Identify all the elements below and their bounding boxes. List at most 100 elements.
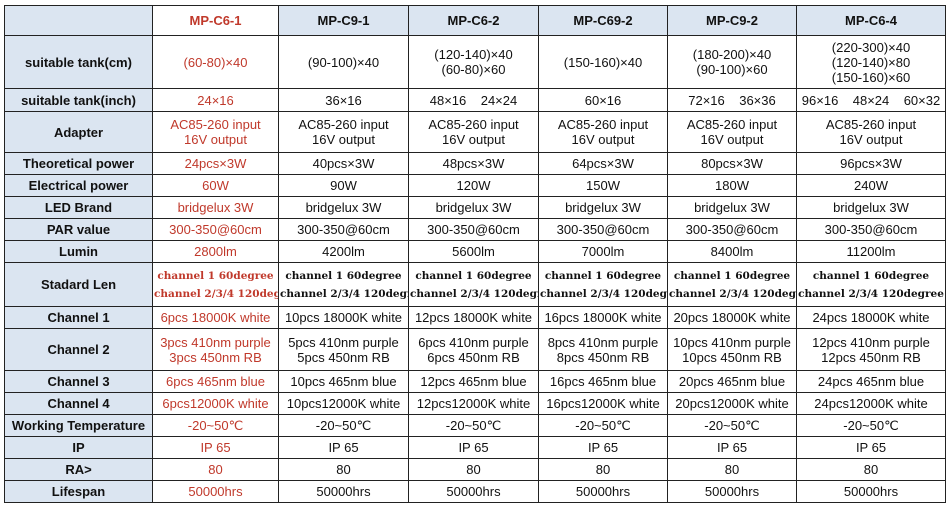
cell: 50000hrs [538,480,668,503]
cell: 20pcs 18000K white [667,306,797,329]
table-row: Theoretical power 24pcs×3W 40pcs×3W 48pcs×3… [4,152,946,175]
table-row: Adapter AC85-260 input 16V output AC85-260… [4,111,946,153]
row-label: Electrical power [4,174,153,197]
cell: 50000hrs [667,480,797,503]
cell: (120-140)×40 (60-80)×60 [408,35,539,89]
column-header: MP-C6-4 [796,5,946,36]
row-label: Channel 3 [4,370,153,393]
cell: 150W [538,174,668,197]
cell: 48pcs×3W [408,152,539,175]
cell: -20~50℃ [278,414,409,437]
cell: 10pcs 410nm purple 10pcs 450nm RB [667,328,797,371]
cell: 7000lm [538,240,668,263]
cell: 5600lm [408,240,539,263]
cell: 50000hrs [152,480,279,503]
cell: 80 [796,458,946,481]
cell: 12pcs 18000K white [408,306,539,329]
row-label: suitable tank(inch) [4,88,153,112]
cell: channel 1 60degree channel 2/3/4 120degr… [538,262,668,307]
cell: 24pcs 18000K white [796,306,946,329]
cell: bridgelux 3W [278,196,409,219]
cell: 11200lm [796,240,946,263]
row-label: Channel 4 [4,392,153,415]
table-row: Stadard Len channel 1 60degree channel 2/… [4,262,946,307]
column-header: MP-C6-1 [152,5,279,36]
cell: 300-350@60cm [278,218,409,241]
table-row: Channel 4 6pcs12000K white 10pcs12000K whi… [4,392,946,415]
row-label: Adapter [4,111,153,153]
column-header: MP-C9-1 [278,5,409,36]
cell: (220-300)×40 (120-140)×80 (150-160)×60 [796,35,946,89]
table-row: LED Brand bridgelux 3W bridgelux 3W bridgel… [4,196,946,219]
cell: 80 [152,458,279,481]
cell: channel 1 60degree channel 2/3/4 120degr… [152,262,279,307]
row-label: Lifespan [4,480,153,503]
cell: 80 [538,458,668,481]
cell: IP 65 [408,436,539,459]
cell: 64pcs×3W [538,152,668,175]
cell: (150-160)×40 [538,35,668,89]
table-row: Channel 2 3pcs 410nm purple 3pcs 450nm RB… [4,328,946,371]
cell: 50000hrs [278,480,409,503]
cell: 40pcs×3W [278,152,409,175]
cell: 80 [278,458,409,481]
cell: -20~50℃ [408,414,539,437]
cell: AC85-260 input 16V output [278,111,409,153]
cell: 6pcs12000K white [152,392,279,415]
cell: 50000hrs [796,480,946,503]
table-row: IP IP 65 IP 65 IP 65 IP 65 IP 65 IP 65 [4,436,946,459]
row-label: Stadard Len [4,262,153,307]
row-label: Theoretical power [4,152,153,175]
row-label: Lumin [4,240,153,263]
cell: 4200lm [278,240,409,263]
cell: 24pcs 465nm blue [796,370,946,393]
cell: 90W [278,174,409,197]
cell: 16pcs 465nm blue [538,370,668,393]
cell: -20~50℃ [796,414,946,437]
spec-table-wrap: MP-C6-1 MP-C9-1 MP-C6-2 MP-C69-2 MP-C9-2 MP-C… [4,5,946,503]
cell: 300-350@60cm [667,218,797,241]
cell: channel 1 60degree channel 2/3/4 120degr… [278,262,409,307]
table-row: Lifespan 50000hrs 50000hrs 50000hrs 50000hrs… [4,480,946,503]
cell: AC85-260 input 16V output [152,111,279,153]
cell: 10pcs12000K white [278,392,409,415]
table-row: Channel 1 6pcs 18000K white 10pcs 18000K w… [4,306,946,329]
cell: 6pcs 465nm blue [152,370,279,393]
cell: 12pcs 410nm purple 12pcs 450nm RB [796,328,946,371]
cell: IP 65 [152,436,279,459]
cell: channel 1 60degree channel 2/3/4 120degr… [796,262,946,307]
column-header: MP-C9-2 [667,5,797,36]
cell: 12pcs 465nm blue [408,370,539,393]
cell: 8pcs 410nm purple 8pcs 450nm RB [538,328,668,371]
table-row: Electrical power 60W 90W 120W 150W 180W 240W [4,174,946,197]
corner-cell [4,5,153,36]
cell: 36×16 [278,88,409,112]
cell: 24×16 [152,88,279,112]
cell: AC85-260 input 16V output [796,111,946,153]
cell: IP 65 [278,436,409,459]
cell: 240W [796,174,946,197]
cell: 48×16 24×24 [408,88,539,112]
cell: 50000hrs [408,480,539,503]
cell: 20pcs12000K white [667,392,797,415]
table-row: suitable tank(inch) 24×16 36×16 48×16 24×24… [4,88,946,112]
cell: 3pcs 410nm purple 3pcs 450nm RB [152,328,279,371]
table-row: Lumin 2800lm 4200lm 5600lm 7000lm 8400lm 11200… [4,240,946,263]
spec-table: MP-C6-1 MP-C9-1 MP-C6-2 MP-C69-2 MP-C9-2 MP-C… [4,5,946,503]
cell: AC85-260 input 16V output [538,111,668,153]
cell: (180-200)×40 (90-100)×60 [667,35,797,89]
cell: IP 65 [796,436,946,459]
table-row: PAR value 300-350@60cm 300-350@60cm 300-350… [4,218,946,241]
cell: 96pcs×3W [796,152,946,175]
cell: 20pcs 465nm blue [667,370,797,393]
cell: 72×16 36×36 [667,88,797,112]
table-row: Working Temperature -20~50℃ -20~50℃ -20~50℃… [4,414,946,437]
cell: 10pcs 465nm blue [278,370,409,393]
row-label: Channel 2 [4,328,153,371]
cell: 6pcs 410nm purple 6pcs 450nm RB [408,328,539,371]
cell: 300-350@60cm [538,218,668,241]
cell: 12pcs12000K white [408,392,539,415]
cell: 80 [667,458,797,481]
cell: IP 65 [667,436,797,459]
table-row: suitable tank(cm) (60-80)×40 (90-100)×40 (1… [4,35,946,89]
